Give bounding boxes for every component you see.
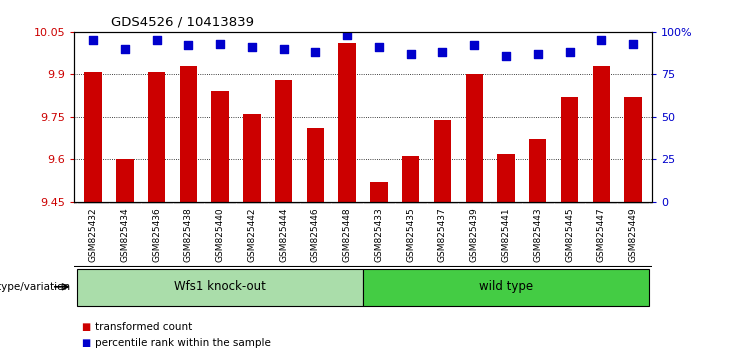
- Point: [342, 33, 353, 38]
- Bar: [339, 43, 356, 202]
- Text: GSM825442: GSM825442: [247, 207, 256, 262]
- Bar: [561, 97, 578, 202]
- Bar: [497, 154, 515, 202]
- Bar: [179, 66, 197, 202]
- Point: [468, 42, 480, 48]
- Point: [500, 53, 512, 58]
- Text: GSM825444: GSM825444: [279, 207, 288, 262]
- Point: [310, 50, 322, 55]
- Bar: [624, 97, 642, 202]
- Text: GSM825443: GSM825443: [534, 207, 542, 262]
- Bar: [84, 72, 102, 202]
- Bar: [370, 182, 388, 202]
- Point: [182, 42, 194, 48]
- Bar: [77, 269, 363, 306]
- Point: [246, 44, 258, 50]
- Bar: [402, 156, 419, 202]
- Point: [436, 50, 448, 55]
- Text: Wfs1 knock-out: Wfs1 knock-out: [174, 280, 266, 293]
- Bar: [211, 91, 229, 202]
- Point: [595, 38, 607, 43]
- Text: GSM825436: GSM825436: [152, 207, 162, 262]
- Bar: [275, 80, 293, 202]
- Text: ■: ■: [82, 322, 90, 332]
- Text: GSM825447: GSM825447: [597, 207, 606, 262]
- Bar: [243, 114, 261, 202]
- Text: GSM825446: GSM825446: [311, 207, 320, 262]
- Text: GSM825437: GSM825437: [438, 207, 447, 262]
- Bar: [593, 66, 610, 202]
- Point: [564, 50, 576, 55]
- Text: GSM825439: GSM825439: [470, 207, 479, 262]
- Text: GSM825440: GSM825440: [216, 207, 225, 262]
- Bar: [116, 159, 133, 202]
- Point: [87, 38, 99, 43]
- Text: wild type: wild type: [479, 280, 533, 293]
- Point: [405, 51, 416, 57]
- Text: GSM825435: GSM825435: [406, 207, 415, 262]
- Text: GSM825441: GSM825441: [502, 207, 511, 262]
- Text: GDS4526 / 10413839: GDS4526 / 10413839: [111, 16, 254, 29]
- Text: percentile rank within the sample: percentile rank within the sample: [95, 338, 270, 348]
- Text: GSM825434: GSM825434: [120, 207, 130, 262]
- Text: GSM825448: GSM825448: [342, 207, 352, 262]
- Point: [532, 51, 544, 57]
- Point: [278, 46, 290, 52]
- Text: GSM825432: GSM825432: [89, 207, 98, 262]
- Text: GSM825438: GSM825438: [184, 207, 193, 262]
- Bar: [529, 139, 546, 202]
- Point: [150, 38, 162, 43]
- Bar: [307, 128, 324, 202]
- Text: GSM825433: GSM825433: [374, 207, 384, 262]
- Text: GSM825449: GSM825449: [628, 207, 637, 262]
- Text: GSM825445: GSM825445: [565, 207, 574, 262]
- Bar: [148, 72, 165, 202]
- Text: ■: ■: [82, 338, 90, 348]
- Point: [214, 41, 226, 47]
- Bar: [465, 74, 483, 202]
- Point: [119, 46, 131, 52]
- Bar: [363, 269, 649, 306]
- Bar: [433, 120, 451, 202]
- Text: genotype/variation: genotype/variation: [0, 282, 70, 292]
- Text: transformed count: transformed count: [95, 322, 192, 332]
- Point: [627, 41, 639, 47]
- Point: [373, 44, 385, 50]
